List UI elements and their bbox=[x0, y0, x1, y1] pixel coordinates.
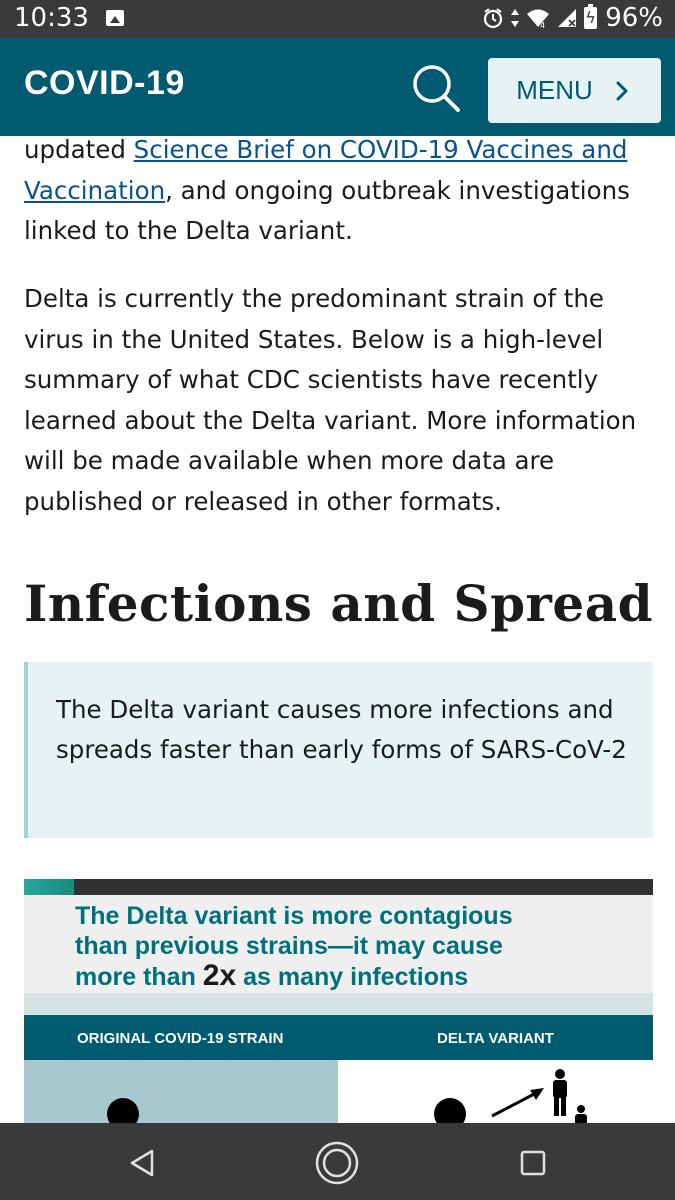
headline-line-1: The Delta variant is more contagious bbox=[75, 902, 513, 930]
infographic-accent bbox=[24, 879, 74, 895]
infographic-strip bbox=[24, 993, 653, 1015]
delta-summary-paragraph: Delta is currently the predominant strai… bbox=[24, 284, 637, 516]
callout-text: The Delta variant causes more infections… bbox=[56, 695, 627, 764]
recents-icon[interactable] bbox=[509, 1139, 557, 1187]
delta-variant-panel bbox=[338, 1060, 653, 1123]
battery-charging-icon bbox=[584, 4, 598, 29]
science-brief-link[interactable]: Science Brief on COVID-19 Vaccines and V… bbox=[24, 136, 628, 205]
svg-text:4: 4 bbox=[540, 21, 545, 29]
image-icon bbox=[106, 10, 124, 26]
infographic-label-bar: ORIGINAL COVID-19 STRAIN DELTA VARIANT bbox=[24, 1015, 653, 1060]
intro-text-cont: , and ongoing outbreak investigations li… bbox=[24, 175, 630, 246]
headline-line-3-pre: more than bbox=[75, 963, 203, 991]
intro-text: updated bbox=[24, 136, 134, 164]
chevron-right-icon bbox=[616, 81, 628, 100]
signal-icon bbox=[558, 9, 577, 27]
infographic-headline: The Delta variant is more contagious tha… bbox=[75, 901, 615, 992]
intro-paragraph: updated Science Brief on COVID-19 Vaccin… bbox=[24, 136, 654, 252]
virus-dot-icon bbox=[107, 1098, 139, 1123]
headline-line-3: more than 2x as many infections bbox=[75, 961, 615, 992]
headline-line-2: than previous strains—it may cause bbox=[75, 932, 503, 960]
status-icons: 4 96% bbox=[482, 3, 663, 33]
home-icon[interactable] bbox=[313, 1139, 361, 1187]
menu-label: MENU bbox=[516, 75, 593, 105]
callout-box: The Delta variant causes more infections… bbox=[24, 662, 653, 838]
battery-percent: 96% bbox=[605, 3, 663, 33]
system-nav-bar bbox=[0, 1123, 675, 1200]
menu-button[interactable]: MENU bbox=[488, 58, 661, 123]
wifi-icon: 4 bbox=[527, 9, 550, 29]
section-heading: Infections and Spread bbox=[24, 574, 654, 633]
person-icon bbox=[553, 1069, 567, 1116]
delta-variant-label: DELTA VARIANT bbox=[437, 1030, 554, 1047]
alarm-icon bbox=[484, 8, 503, 29]
delta-infographic: The Delta variant is more contagious tha… bbox=[24, 879, 653, 1123]
infographic-top-bar bbox=[24, 879, 653, 895]
site-title[interactable]: COVID-19 bbox=[24, 64, 185, 102]
virus-dot-icon bbox=[434, 1098, 466, 1123]
original-strain-panel bbox=[24, 1060, 338, 1123]
main-content: updated Science Brief on COVID-19 Vaccin… bbox=[0, 136, 675, 1123]
headline-line-3-post: as many infections bbox=[236, 963, 469, 991]
headline-2x: 2x bbox=[202, 959, 237, 992]
status-bar: 10:33 4 96% bbox=[0, 0, 675, 38]
infographic-headline-area bbox=[24, 895, 653, 993]
back-icon[interactable] bbox=[118, 1139, 166, 1187]
child-person-icon bbox=[575, 1105, 587, 1123]
data-arrows-icon bbox=[511, 9, 520, 27]
original-strain-label: ORIGINAL COVID-19 STRAIN bbox=[77, 1030, 284, 1047]
app-header: COVID-19 MENU bbox=[0, 38, 675, 136]
search-icon[interactable] bbox=[410, 62, 462, 114]
spread-arrow-icon bbox=[491, 1088, 544, 1118]
status-time: 10:33 bbox=[14, 3, 89, 33]
